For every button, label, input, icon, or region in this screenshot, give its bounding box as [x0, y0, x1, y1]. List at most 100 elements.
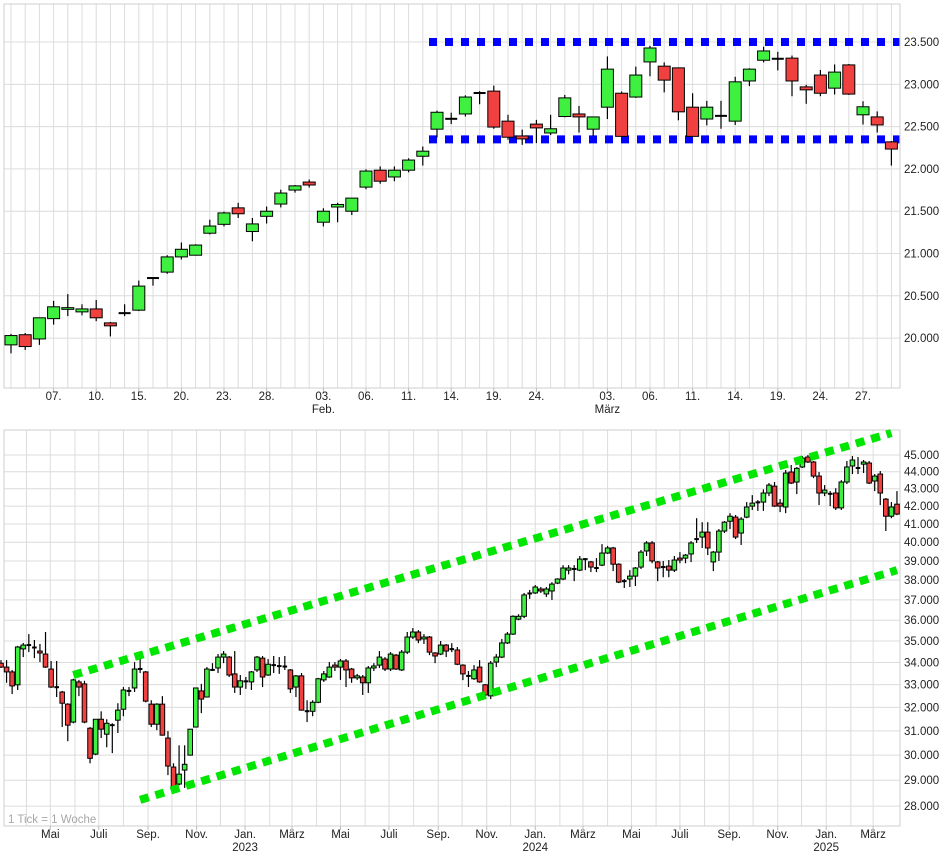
candle-doji	[594, 567, 599, 570]
candle-body	[884, 141, 898, 150]
candle-body	[671, 559, 678, 571]
trend-line	[138, 566, 899, 804]
daily-candle	[189, 244, 203, 256]
candle-body	[382, 658, 388, 670]
candle-body	[189, 244, 203, 256]
candle-body	[3, 666, 10, 673]
weekly-candle	[671, 556, 678, 573]
trend-line	[72, 429, 893, 679]
weekly-candle	[638, 550, 644, 569]
weekly-candle	[621, 579, 627, 589]
weekly-candle	[248, 671, 255, 690]
candle-body	[816, 475, 822, 494]
candle-body	[521, 594, 527, 617]
candle-body	[576, 558, 583, 571]
candle-body	[677, 557, 683, 561]
candle-body	[404, 636, 411, 653]
daily-candle	[458, 95, 472, 117]
weekly-candle	[64, 703, 71, 742]
weekly-candle	[766, 483, 772, 497]
weekly-candle	[871, 474, 878, 492]
weekly-candle	[426, 635, 433, 656]
daily-candle	[147, 277, 159, 286]
weekly-candle	[20, 642, 27, 658]
weekly-candle	[443, 644, 449, 658]
weekly-candle	[393, 654, 399, 670]
weekly-candle	[265, 659, 271, 676]
candle-doji	[621, 580, 627, 583]
candle-body	[838, 481, 845, 509]
candle-body	[627, 575, 633, 580]
weekly-candle	[810, 461, 817, 479]
daily-candle	[345, 197, 359, 216]
y-tick-label: 22.000	[904, 164, 939, 176]
weekly-candle	[176, 745, 182, 786]
candle-body	[348, 668, 355, 679]
daily-candle	[544, 114, 558, 136]
candle-body	[302, 181, 316, 186]
candle-body	[743, 506, 750, 518]
weekly-candles	[0, 455, 900, 788]
daily-candle	[89, 300, 103, 322]
weekly-candle	[688, 541, 694, 563]
y-tick-label: 33.000	[904, 680, 939, 692]
weekly-candle	[604, 545, 611, 554]
candle-body	[64, 703, 71, 726]
candle-body	[131, 668, 138, 689]
weekly-candle	[821, 485, 828, 497]
weekly-candle	[805, 455, 811, 463]
candle-body	[204, 668, 210, 698]
daily-candle	[771, 51, 784, 71]
candle-body	[793, 467, 800, 483]
x-tick-label: Jan.	[524, 829, 546, 841]
weekly-candle	[588, 560, 594, 573]
weekly-candle	[521, 592, 527, 619]
weekly-candle	[599, 544, 605, 567]
y-tick-label: 23.000	[904, 79, 939, 91]
candle-body	[558, 97, 572, 117]
daily-candle	[18, 333, 32, 350]
weekly-candle	[432, 652, 438, 664]
candle-body	[426, 636, 433, 653]
daily-candle	[132, 280, 146, 312]
daily-candle	[174, 242, 188, 260]
candle-body	[599, 552, 605, 566]
candle-body	[343, 660, 349, 671]
daily-candle	[103, 322, 117, 337]
weekly-candle	[565, 565, 572, 575]
daily-candle	[416, 146, 430, 166]
weekly-candle	[527, 589, 532, 599]
candle-body	[487, 662, 494, 697]
daily-candle	[473, 91, 486, 105]
candle-body	[160, 256, 174, 273]
candle-doji	[827, 492, 833, 495]
x-tick-label: 15.	[131, 391, 147, 403]
candle-body	[115, 709, 121, 721]
candle-body	[458, 96, 472, 115]
candle-body	[231, 207, 245, 215]
weekly-candle	[32, 639, 37, 659]
candle-body	[515, 615, 522, 620]
weekly-candle	[42, 632, 49, 668]
candle-body	[654, 561, 661, 569]
x-tick-label: Jan.	[815, 829, 837, 841]
weekly-candle	[371, 663, 377, 672]
candle-body	[728, 81, 742, 122]
weekly-candle	[727, 513, 733, 530]
weekly-candle	[543, 587, 550, 597]
daily-candle	[47, 300, 61, 325]
candle-body	[298, 675, 305, 711]
y-tick-label: 40.000	[904, 537, 939, 549]
weekly-candle	[571, 565, 577, 582]
weekly-candle	[632, 567, 639, 587]
weekly-candle	[348, 667, 355, 683]
candle-body	[32, 317, 46, 340]
x-tick-label: 23.	[216, 391, 232, 403]
candle-doji	[147, 277, 159, 280]
weekly-candle	[777, 499, 783, 513]
candle-body	[387, 169, 401, 178]
y-tick-label: 42.000	[904, 501, 939, 513]
weekly-candle	[26, 634, 32, 653]
candle-body	[610, 547, 616, 565]
weekly-grid	[3, 429, 901, 827]
